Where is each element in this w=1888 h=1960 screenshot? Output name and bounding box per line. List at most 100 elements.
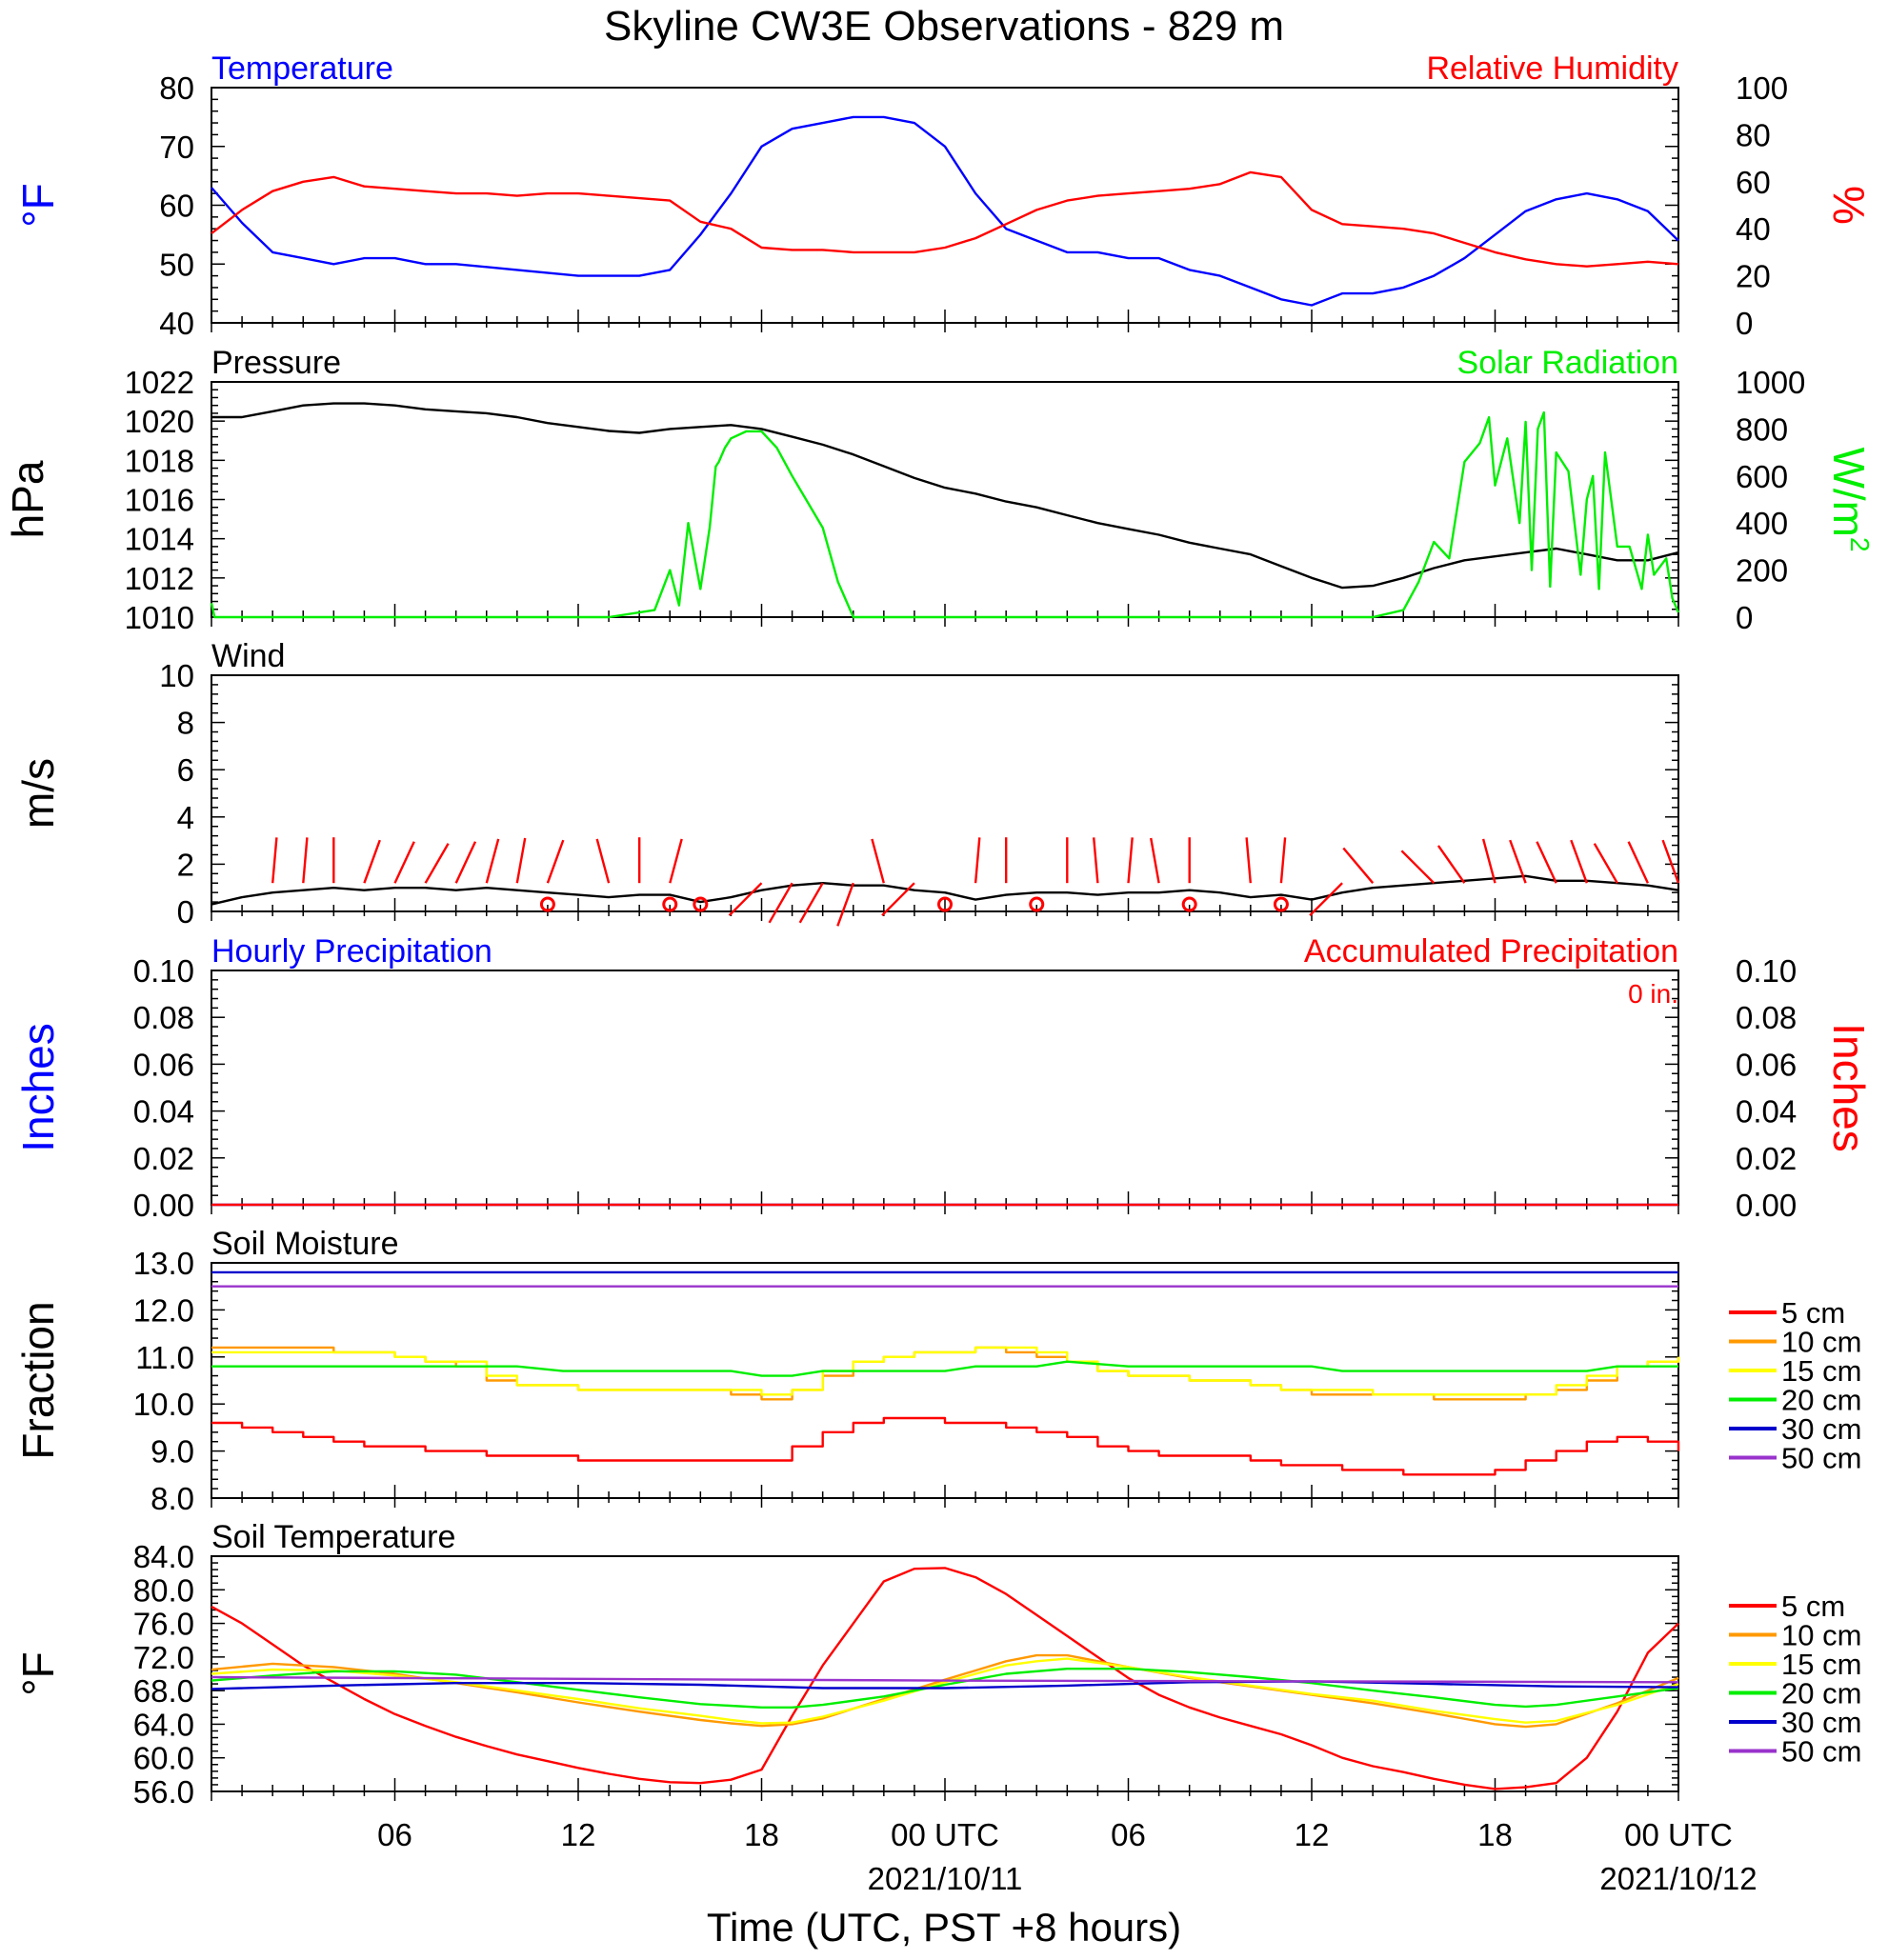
temperature-humidity-panel: 40 50 60 70 80 0 20 40 60 80 100 Temperature Relativ…: [13, 50, 1874, 341]
wind-barb: [302, 837, 309, 884]
wind-barb: [1661, 839, 1680, 884]
y-tick-label-right: 80: [1736, 117, 1771, 152]
y-tick-label-left: 1016: [125, 483, 194, 518]
x-tick-label: 00 UTC: [891, 1817, 999, 1852]
series-5-cm: [211, 1567, 1679, 1790]
wind-barb: [1245, 837, 1252, 884]
precipitation-title-right: Accumulated Precipitation: [1304, 933, 1678, 970]
series-pressure: [211, 402, 1679, 590]
y-tick-label-left: 60: [159, 189, 194, 224]
legend-label: 50 cm: [1781, 1442, 1861, 1475]
y-tick-label-left: 80: [159, 70, 194, 106]
wind-barb: [1509, 839, 1527, 884]
wind-barb: [485, 838, 500, 884]
legend-label: 50 cm: [1781, 1735, 1861, 1769]
wind-barb: [546, 839, 565, 884]
x-date-label: 2021/10/11: [868, 1861, 1023, 1896]
wind-barb: [1150, 837, 1160, 884]
x-tick-label: 12: [1295, 1817, 1330, 1852]
y-tick-label-right: 20: [1736, 259, 1771, 294]
legend-label: 20 cm: [1781, 1677, 1861, 1710]
wind-barb: [1400, 850, 1436, 885]
y-tick-label-right: 600: [1736, 459, 1788, 494]
y-tick-label-left: 10: [159, 658, 194, 693]
series-5-cm: [211, 1416, 1680, 1476]
series-50-cm: [211, 1675, 1679, 1684]
wind-barb: [363, 839, 381, 884]
y-tick-label-right: 0.02: [1736, 1141, 1797, 1176]
precipitation-ylabel-right: Inches: [1824, 1023, 1874, 1152]
y-tick-label-left: 50: [159, 247, 194, 282]
figure-title: Skyline CW3E Observations - 829 m: [604, 3, 1284, 50]
precipitation-frame: [211, 970, 1679, 1206]
wind-barb: [1570, 839, 1588, 884]
y-tick-label-left: 0.04: [133, 1094, 194, 1130]
y-tick-label-left: 0: [177, 894, 194, 930]
y-tick-label-left: 70: [159, 130, 194, 165]
y-tick-label-left: 0.06: [133, 1047, 194, 1082]
temperature-humidity-ylabel-left: °F: [13, 183, 63, 228]
y-tick-label-left: 0.02: [133, 1141, 194, 1176]
wind-barb: [1093, 837, 1099, 884]
wind-barb: [1593, 843, 1618, 884]
y-tick-label-left: 8.0: [151, 1481, 194, 1516]
y-tick-label-right: 40: [1736, 211, 1771, 247]
wind-barb: [1279, 837, 1287, 884]
y-tick-label-right: 100: [1736, 70, 1788, 106]
y-tick-label-left: 13.0: [133, 1246, 194, 1281]
soil-temperature-ylabel-left: °F: [13, 1651, 63, 1696]
soil-temperature-title-left: Soil Temperature: [211, 1519, 455, 1555]
wind-barb: [1481, 838, 1496, 884]
y-tick-label-right: 0.10: [1736, 953, 1797, 989]
x-tick-label: 18: [1477, 1817, 1513, 1852]
wind-ylabel-left: m/s: [13, 758, 63, 829]
wind-barb: [881, 882, 915, 917]
y-tick-label-left: 0.08: [133, 1000, 194, 1035]
x-tick-label: 00 UTC: [1624, 1817, 1733, 1852]
y-tick-label-left: 1018: [125, 443, 194, 478]
wind-panel: 0 2 4 6 8 10 Wind m/s: [13, 638, 1680, 930]
soil-moisture-ylabel-left: Fraction: [13, 1301, 63, 1459]
wind-barb: [669, 838, 683, 884]
calm-wind-circle: [937, 896, 953, 912]
legend-label: 10 cm: [1781, 1326, 1861, 1359]
y-tick-label-left: 40: [159, 306, 194, 341]
y-tick-label-right: 400: [1736, 506, 1788, 541]
precipitation-annotation: 0 in.: [1628, 979, 1678, 1009]
x-axis-label: Time (UTC, PST +8 hours): [707, 1905, 1181, 1950]
y-tick-label-left: 4: [177, 800, 194, 835]
series-20-cm: [211, 1668, 1679, 1709]
y-tick-label-left: 80.0: [133, 1572, 194, 1608]
temperature-humidity-title-left: Temperature: [211, 50, 393, 87]
x-tick-label: 06: [1111, 1817, 1146, 1852]
wind-barb: [871, 838, 885, 884]
legend-label: 5 cm: [1781, 1590, 1845, 1623]
y-tick-label-left: 84.0: [133, 1539, 194, 1574]
y-tick-label-left: 68.0: [133, 1673, 194, 1709]
y-tick-label-left: 2: [177, 847, 194, 882]
calm-wind-circle: [662, 896, 678, 912]
legend-label: 30 cm: [1781, 1706, 1861, 1739]
wind-barb: [1309, 882, 1343, 917]
calm-wind-circle: [693, 896, 709, 912]
wind-barb: [836, 882, 854, 927]
y-tick-label-left: 1010: [125, 600, 194, 635]
wind-barb: [1342, 847, 1375, 884]
legend-label: 30 cm: [1781, 1412, 1861, 1446]
y-tick-label-left: 1012: [125, 561, 194, 596]
wind-barb: [768, 882, 793, 924]
y-tick-label-right: 800: [1736, 411, 1788, 447]
series-15-cm: [211, 1657, 1679, 1725]
wind-barb: [1627, 841, 1649, 884]
series-10-cm: [211, 1346, 1680, 1401]
wind-barb: [798, 882, 824, 924]
wind-barb: [1127, 837, 1134, 884]
x-date-label: 2021/10/12: [1599, 1861, 1757, 1896]
wind-barb: [454, 841, 477, 884]
soil-temperature-panel: 56.060.064.068.072.076.080.084.0 Soil Tem…: [13, 1519, 1861, 1810]
y-tick-label-right: 0.04: [1736, 1094, 1797, 1130]
y-tick-label-left: 72.0: [133, 1640, 194, 1675]
